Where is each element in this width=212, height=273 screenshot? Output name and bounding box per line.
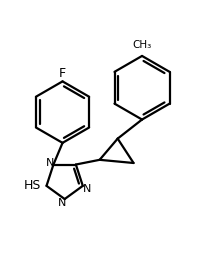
Text: F: F [59,67,66,81]
Text: CH₃: CH₃ [132,40,152,50]
Text: N: N [58,198,66,208]
Text: N: N [45,158,54,168]
Text: HS: HS [24,179,41,192]
Text: N: N [83,184,92,194]
